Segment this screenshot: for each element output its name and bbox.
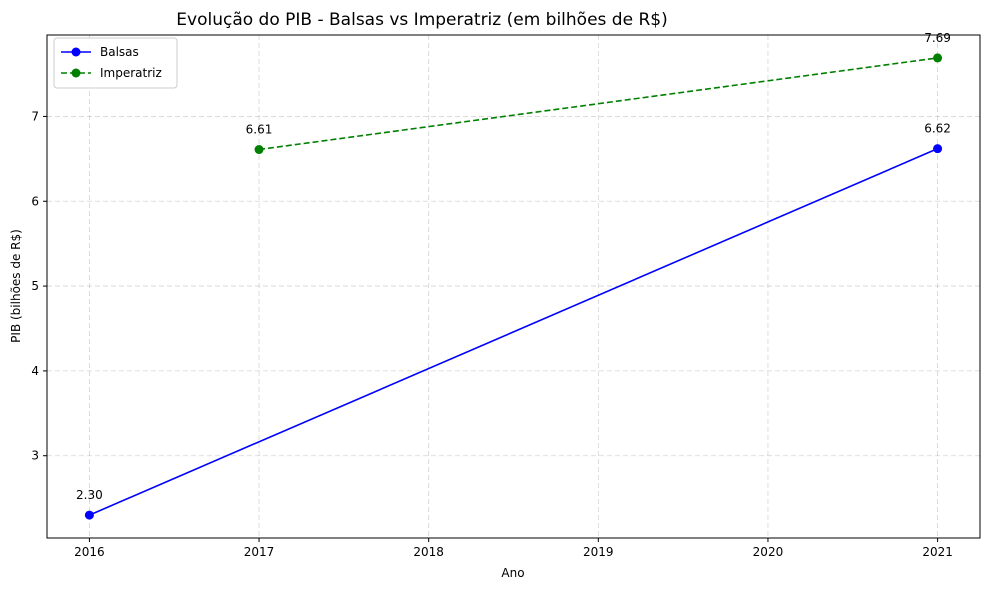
legend-marker-balsas <box>71 47 81 57</box>
y-tick-label: 4 <box>31 364 39 378</box>
legend-marker-imperatriz <box>71 68 81 78</box>
legend: Balsas Imperatriz <box>53 37 178 89</box>
data-point-balsas <box>84 510 94 520</box>
y-tick-label: 3 <box>31 449 39 463</box>
plot-frame <box>46 34 981 539</box>
y-tick-label: 7 <box>31 109 39 123</box>
data-point-balsas <box>933 144 943 154</box>
x-tick-label: 2016 <box>74 545 105 559</box>
legend-box <box>53 37 178 89</box>
legend-label-imperatriz: Imperatriz <box>100 66 162 80</box>
data-label-imperatriz: 7.69 <box>924 31 951 45</box>
y-tick-label: 6 <box>31 194 39 208</box>
data-label-balsas: 2.30 <box>76 488 103 502</box>
grid <box>47 35 980 538</box>
data-label-balsas: 6.62 <box>924 122 951 136</box>
series-line-balsas <box>89 147 938 516</box>
y-tick-label: 5 <box>31 279 39 293</box>
y-axis-title: PIB (bilhões de R$) <box>9 229 23 343</box>
legend-label-balsas: Balsas <box>100 45 139 59</box>
x-tick-label: 2021 <box>922 545 953 559</box>
data-point-imperatriz <box>933 53 943 63</box>
x-tick-label: 2019 <box>583 545 614 559</box>
x-tick-label: 2018 <box>413 545 444 559</box>
chart-title: Evolução do PIB - Balsas vs Imperatriz (… <box>176 10 667 30</box>
data-point-imperatriz <box>254 145 264 155</box>
x-tick-label: 2020 <box>753 545 784 559</box>
x-axis-title: Ano <box>501 566 524 580</box>
series-layer: 2.30 6.62 6.61 7.69 <box>76 31 951 520</box>
x-tick-label: 2017 <box>244 545 275 559</box>
series-line-imperatriz <box>258 57 938 151</box>
data-label-imperatriz: 6.61 <box>246 123 273 137</box>
ticks: 2016 2017 2018 2019 2020 2021 3 4 5 6 7 <box>31 109 953 559</box>
